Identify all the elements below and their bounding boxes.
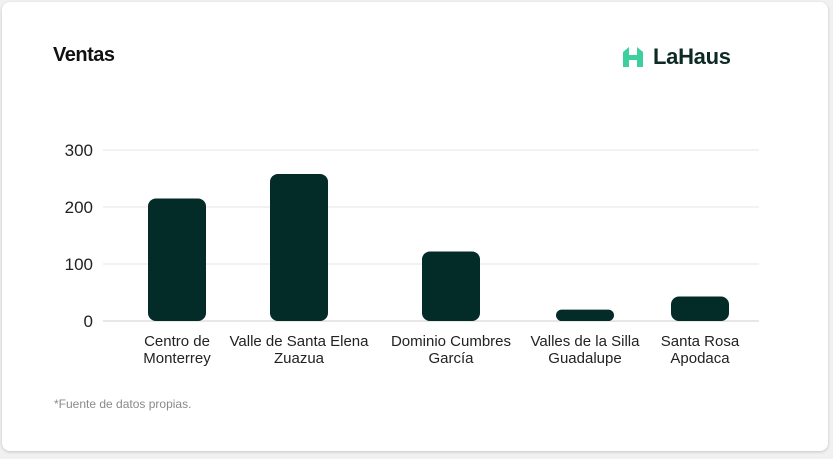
bar [422, 251, 480, 321]
bar [671, 296, 729, 321]
x-tick-label: Santa Rosa [661, 333, 740, 350]
brand-logo: LaHaus [621, 44, 731, 70]
x-tick-label: Valles de la Silla [531, 333, 641, 350]
bar [556, 309, 614, 321]
x-tick-label: García [428, 350, 474, 367]
chart-title: Ventas [53, 44, 115, 66]
bar [270, 173, 328, 321]
y-tick-label: 0 [84, 312, 93, 331]
y-tick-label: 100 [65, 255, 93, 274]
x-tick-label: Zuazua [274, 350, 325, 367]
house-logo-icon [623, 47, 643, 67]
brand-name: LaHaus [653, 44, 731, 69]
y-tick-label: 300 [65, 141, 93, 160]
chart-card [2, 2, 828, 451]
y-tick-label: 200 [65, 198, 93, 217]
x-tick-label: Valle de Santa Elena [230, 333, 370, 350]
footnote: *Fuente de datos propias. [54, 397, 192, 411]
x-tick-label: Apodaca [670, 350, 730, 367]
bar [148, 198, 206, 321]
x-tick-label: Centro de [144, 333, 210, 350]
x-tick-label: Dominio Cumbres [391, 333, 511, 350]
x-tick-label: Monterrey [143, 350, 211, 367]
x-tick-label: Guadalupe [548, 350, 621, 367]
